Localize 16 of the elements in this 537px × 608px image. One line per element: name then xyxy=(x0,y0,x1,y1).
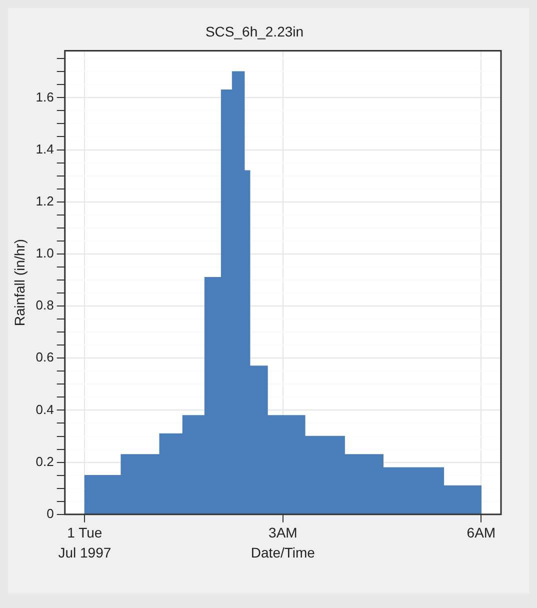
y-tick-label: 1.0 xyxy=(36,246,54,261)
chart-title: SCS_6h_2.23in xyxy=(205,23,304,40)
y-tick-label: 0.6 xyxy=(36,350,54,365)
y-tick-label: 0.4 xyxy=(36,402,54,417)
y-tick-label: 1.4 xyxy=(36,141,54,156)
x-tick-label: 1 Tue xyxy=(67,524,102,541)
y-tick-label: 0.8 xyxy=(36,298,54,313)
y-axis-title: Rainfall (in/hr) xyxy=(11,239,28,326)
x-tick-label: 3AM xyxy=(268,524,298,541)
y-tick-label: 0.2 xyxy=(36,454,54,469)
y-tick-label: 1.2 xyxy=(36,193,54,208)
x-tick-label: 6AM xyxy=(466,524,496,541)
y-tick-label: 0 xyxy=(46,506,54,521)
y-tick-label: 1.6 xyxy=(36,89,54,104)
text: Jul 1997 xyxy=(58,544,112,560)
x-axis-title: Date/Time xyxy=(250,544,316,560)
